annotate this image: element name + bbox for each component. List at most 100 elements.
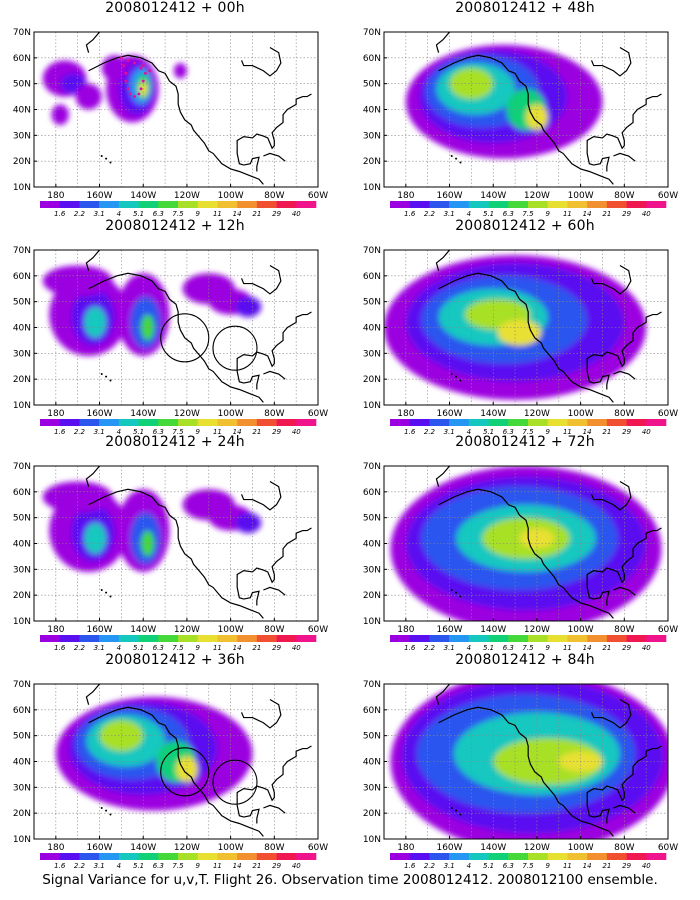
lat-tick-label: 10N	[13, 835, 31, 845]
colorbar-swatch	[468, 853, 489, 860]
lat-tick-label: 60N	[363, 54, 381, 64]
variance-map: 10N 20N 30N 40N 50N 60N 70N 180 160W 140W 120W 100W…	[13, 680, 328, 870]
colorbar-label: 29	[622, 428, 631, 436]
colorbar-swatch	[79, 201, 100, 208]
colorbar-swatch	[488, 853, 509, 860]
colorbar-label: 4	[117, 862, 121, 870]
colorbar-label: 2.2	[424, 210, 436, 218]
lon-tick-label: 100W	[568, 409, 594, 419]
lon-tick-label: 160W	[436, 409, 462, 419]
colorbar-swatch	[40, 853, 61, 860]
colorbar-label: 7.5	[172, 428, 184, 436]
lat-tick-label: 60N	[13, 488, 31, 498]
colorbar-label: 6.3	[153, 644, 164, 652]
colorbar-swatch	[587, 201, 608, 208]
lon-tick-label: 180	[397, 625, 414, 635]
lat-tick-label: 10N	[363, 401, 381, 411]
target-circle	[160, 747, 210, 797]
colorbar-label: 40	[642, 428, 651, 436]
variance-contour	[449, 68, 494, 100]
colorbar-swatch	[626, 201, 647, 208]
map-panel: 2008012412 + 48h 10N 20N 30N 40N 50N 60N 70N 180…	[350, 0, 678, 218]
lon-tick-label: 100W	[218, 625, 244, 635]
lon-tick-label: 180	[397, 409, 414, 419]
colorbar-swatch	[547, 853, 568, 860]
panel-title: 2008012412 + 00h	[105, 0, 245, 16]
colorbar-swatch	[118, 635, 139, 642]
colorbar-swatch	[390, 635, 411, 642]
variance-contour	[84, 522, 107, 554]
lon-tick-label: 80W	[614, 843, 634, 853]
colorbar-swatch	[79, 419, 100, 426]
colorbar-swatch	[158, 635, 179, 642]
colorbar-label: 21	[252, 644, 261, 652]
flight-track-dot	[128, 92, 132, 96]
colorbar-label: 4	[117, 644, 121, 652]
colorbar-label: 29	[272, 428, 281, 436]
colorbar-label: 40	[292, 428, 301, 436]
colorbar-label: 9	[195, 644, 200, 652]
colorbar-swatch	[449, 635, 470, 642]
flight-track-dot	[137, 92, 141, 96]
lon-tick-label: 80W	[264, 625, 284, 635]
lat-tick-label: 30N	[13, 131, 31, 141]
colorbar-swatch	[429, 635, 450, 642]
lat-tick-label: 30N	[363, 349, 381, 359]
lon-tick-label: 160W	[436, 625, 462, 635]
colorbar-swatch	[409, 853, 430, 860]
lat-tick-label: 70N	[13, 462, 31, 472]
flight-track-dot	[133, 95, 136, 98]
colorbar-label: 4	[467, 862, 471, 870]
map-panel: 2008012412 + 84h 10N 20N 30N 40N 50N 60N 70N 180…	[350, 652, 678, 870]
colorbar-swatch	[390, 853, 411, 860]
colorbar-label: 21	[602, 862, 611, 870]
lat-tick-label: 10N	[13, 617, 31, 627]
colorbar-swatch	[606, 201, 627, 208]
lon-tick-label: 140W	[130, 625, 156, 635]
lat-tick-label: 50N	[13, 80, 31, 90]
lat-tick-label: 30N	[363, 565, 381, 575]
colorbar-label: 11	[213, 644, 222, 652]
map-panel: 2008012412 + 00h 10N 20N 30N 40N 50N 60N 70N 180…	[0, 0, 328, 218]
colorbar-label: 11	[563, 210, 572, 218]
colorbar-label: 6.3	[503, 644, 514, 652]
colorbar-swatch	[449, 201, 470, 208]
lat-tick-label: 50N	[13, 298, 31, 308]
target-circle	[160, 313, 210, 363]
lon-tick-label: 160W	[86, 843, 112, 853]
lon-tick-label: 80W	[264, 191, 284, 201]
colorbar-label: 7.5	[172, 210, 184, 218]
colorbar-label: 9	[545, 210, 550, 218]
colorbar-swatch	[528, 419, 549, 426]
variance-contour	[141, 530, 155, 557]
coastline	[236, 797, 260, 824]
flight-track-dot	[119, 56, 123, 60]
colorbar-swatch	[528, 635, 549, 642]
lon-tick-label: 100W	[568, 843, 594, 853]
coastline	[438, 706, 614, 837]
coastline	[590, 264, 632, 295]
coastline	[240, 46, 282, 77]
lat-tick-label: 50N	[363, 298, 381, 308]
variance-contour	[173, 63, 187, 79]
colorbar-label: 40	[642, 210, 651, 218]
colorbar-label: 2.2	[74, 862, 86, 870]
lon-tick-label: 140W	[130, 191, 156, 201]
colorbar-label: 4	[467, 428, 471, 436]
panel-title: 2008012412 + 36h	[105, 652, 245, 668]
panel-title: 2008012412 + 12h	[105, 218, 245, 234]
colorbar-label: 4	[117, 428, 121, 436]
coastline	[85, 32, 100, 53]
colorbar-swatch	[488, 635, 509, 642]
target-circle	[212, 759, 258, 805]
lon-tick-label: 80W	[264, 843, 284, 853]
target-circle	[212, 325, 258, 371]
variance-contour	[141, 314, 155, 341]
colorbar-label: 9	[545, 428, 550, 436]
lat-tick-label: 10N	[13, 183, 31, 193]
colorbar-swatch	[429, 201, 450, 208]
colorbar-label: 5.1	[133, 644, 144, 652]
lat-tick-label: 10N	[363, 183, 381, 193]
lon-tick-label: 180	[397, 843, 414, 853]
lon-tick-label: 60W	[308, 843, 328, 853]
